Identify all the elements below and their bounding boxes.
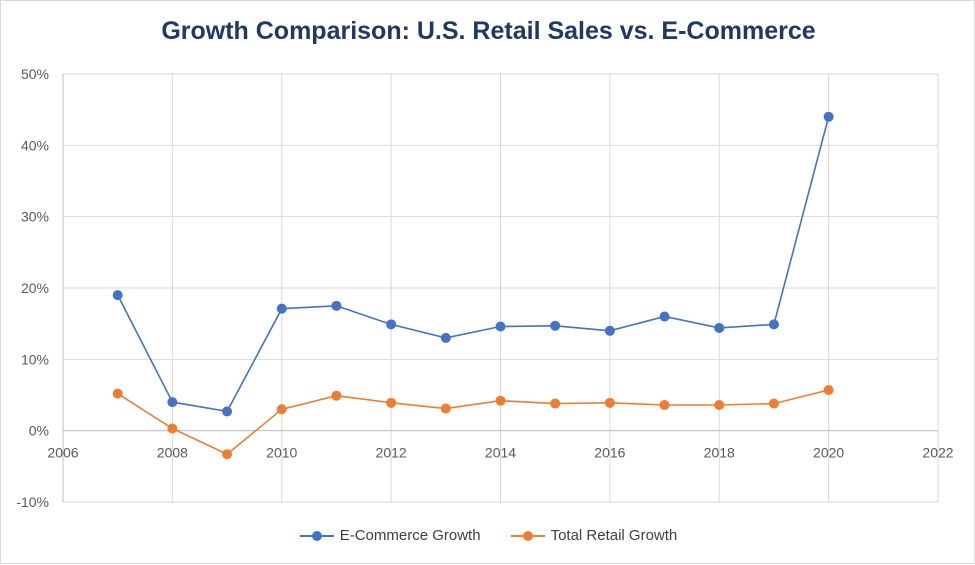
x-tick-label: 2018 xyxy=(704,445,735,461)
data-point xyxy=(386,319,397,330)
x-tick-label: 2010 xyxy=(266,445,297,461)
x-tick-label: 2008 xyxy=(157,445,188,461)
chart-title: Growth Comparison: U.S. Retail Sales vs.… xyxy=(161,17,816,45)
data-point xyxy=(276,303,287,314)
series-line-1 xyxy=(117,389,829,456)
series-line-0 xyxy=(116,116,830,413)
legend-label: Total Retail Growth xyxy=(550,527,678,544)
data-point xyxy=(550,398,561,409)
data-point xyxy=(495,321,506,332)
data-point xyxy=(550,320,561,331)
data-point xyxy=(167,397,178,408)
data-point xyxy=(112,388,123,399)
gridlines xyxy=(62,73,939,503)
legend: E-Commerce Growth Total Retail Growth xyxy=(1,527,975,544)
data-point xyxy=(440,403,451,414)
data-point xyxy=(604,325,615,336)
data-point xyxy=(659,399,670,410)
data-point xyxy=(768,398,779,409)
y-tick-label: 40% xyxy=(21,137,49,153)
x-tick-label: 2022 xyxy=(922,445,953,461)
series-layer xyxy=(112,111,834,460)
data-point xyxy=(714,322,725,333)
y-tick-label: 20% xyxy=(21,280,49,296)
data-point xyxy=(714,399,725,410)
y-tick-label: -10% xyxy=(16,494,49,510)
legend-item: E-Commerce Growth xyxy=(299,527,481,544)
data-point xyxy=(112,290,123,301)
data-point xyxy=(222,449,233,460)
data-point xyxy=(222,406,233,417)
y-tick-label: 50% xyxy=(21,66,49,82)
x-tick-label: 2014 xyxy=(485,445,516,461)
x-tick-label: 2012 xyxy=(376,445,407,461)
data-point xyxy=(440,332,451,343)
x-tick-label: 2020 xyxy=(813,445,844,461)
data-point xyxy=(167,423,178,434)
legend-item: Total Retail Growth xyxy=(510,527,678,544)
y-tick-label: 30% xyxy=(21,209,49,225)
data-point xyxy=(331,390,342,401)
data-point xyxy=(386,397,397,408)
data-point xyxy=(495,395,506,406)
data-point xyxy=(276,404,287,415)
data-point xyxy=(604,397,615,408)
y-tick-label: 10% xyxy=(21,351,49,367)
legend-marker xyxy=(510,530,545,542)
data-point xyxy=(823,111,834,122)
x-tick-label: 2016 xyxy=(594,445,625,461)
axes: 2006 2008 2010 2012 2014 2016 2018 2020 2022-10%… xyxy=(16,66,953,510)
data-point xyxy=(823,385,834,396)
data-point xyxy=(768,319,779,330)
legend-marker xyxy=(299,530,334,542)
legend-label: E-Commerce Growth xyxy=(339,527,481,544)
data-point xyxy=(331,300,342,311)
y-tick-label: 0% xyxy=(29,423,49,439)
data-point xyxy=(659,311,670,322)
